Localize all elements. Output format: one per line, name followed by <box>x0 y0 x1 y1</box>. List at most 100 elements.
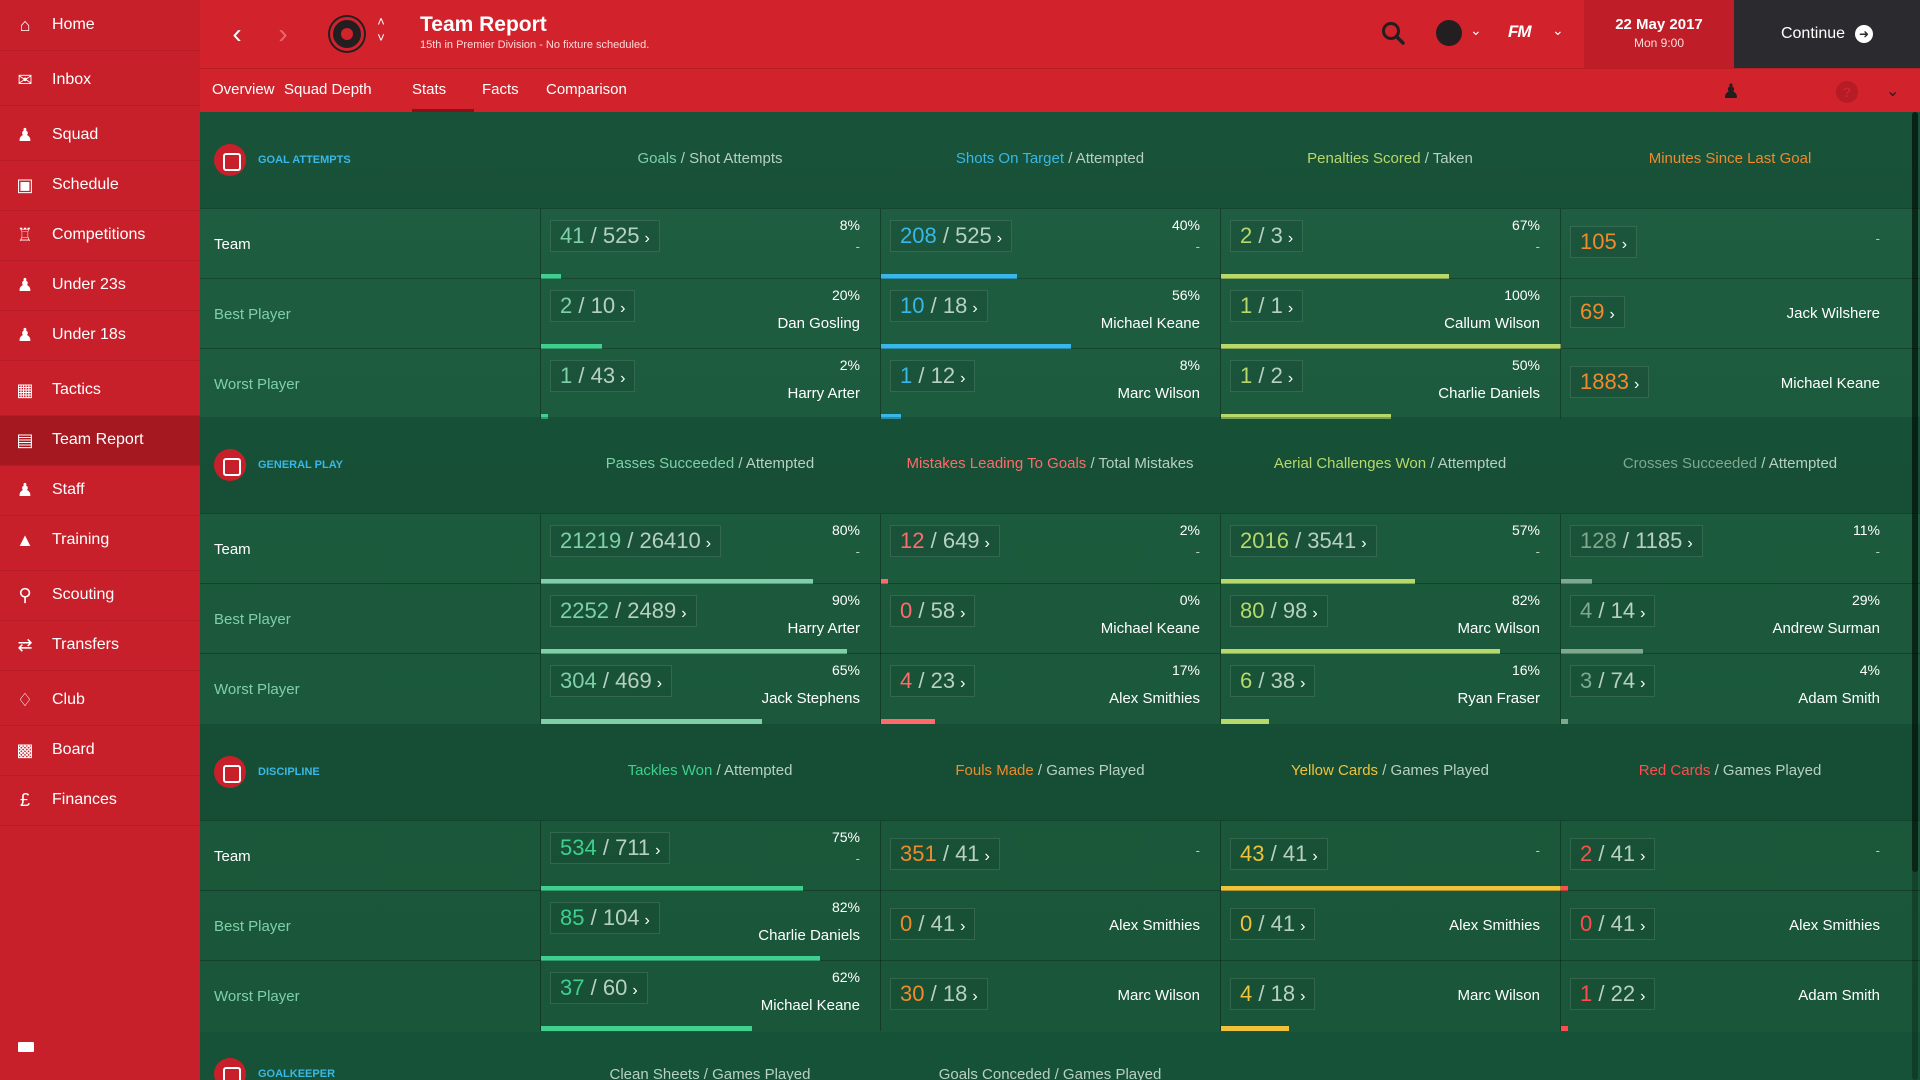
player-name[interactable]: Jack Stephens <box>761 690 860 707</box>
sidebar-item-scouting[interactable]: ⚲ Scouting <box>0 570 200 620</box>
stat-value-button[interactable]: 85 / 104 › <box>550 902 660 934</box>
sidebar-item-squad[interactable]: ♟ Squad <box>0 110 200 160</box>
tab-overview[interactable]: Overview <box>212 81 275 98</box>
sidebar-item-training[interactable]: ▲ Training <box>0 515 200 565</box>
continue-button[interactable]: Continue ➜ <box>1734 0 1920 68</box>
fm-menu-button[interactable]: FM <box>1508 22 1532 41</box>
sidebar-item-under-18s[interactable]: ♟ Under 18s <box>0 310 200 360</box>
date-display[interactable]: 22 May 2017 Mon 9:00 <box>1584 0 1734 68</box>
keyboard-icon[interactable] <box>18 1042 34 1052</box>
back-button[interactable]: ‹ <box>232 18 242 49</box>
sidebar-item-transfers[interactable]: ⇄ Transfers <box>0 620 200 670</box>
sidebar-item-finances[interactable]: £ Finances <box>0 775 200 825</box>
tab-comparison[interactable]: Comparison <box>546 81 627 98</box>
player-name[interactable]: Charlie Daniels <box>1438 385 1540 402</box>
stat-value-button[interactable]: 69 › <box>1570 296 1625 328</box>
stat-value-button[interactable]: 1 / 43 › <box>550 360 636 392</box>
column-title[interactable]: Mistakes Leading To Goals / Total Mistak… <box>880 455 1220 472</box>
stat-value-button[interactable]: 2 / 10 › <box>550 290 636 322</box>
stat-value-button[interactable]: 12 / 649 › <box>890 525 1000 557</box>
sidebar-item-club[interactable]: ♢ Club <box>0 675 200 725</box>
stat-value-button[interactable]: 0 / 41 › <box>1230 908 1316 940</box>
stat-value-button[interactable]: 2252 / 2489 › <box>550 595 697 627</box>
stat-value-button[interactable]: 208 / 525 › <box>890 220 1013 252</box>
stat-value-button[interactable]: 128 / 1185 › <box>1570 525 1703 557</box>
column-title[interactable]: Red Cards / Games Played <box>1560 762 1900 779</box>
stat-value-button[interactable]: 21219 / 26410 › <box>550 525 722 557</box>
player-name[interactable]: Jack Wilshere <box>1786 305 1880 322</box>
stat-value-button[interactable]: 351 / 41 › <box>890 838 1000 870</box>
column-title[interactable]: Passes Succeeded / Attempted <box>540 455 880 472</box>
sidebar-item-tactics[interactable]: ▦ Tactics <box>0 365 200 415</box>
player-name[interactable]: Michael Keane <box>1100 315 1200 332</box>
stat-value-button[interactable]: 30 / 18 › <box>890 978 988 1010</box>
stat-value-button[interactable]: 304 / 469 › <box>550 665 673 697</box>
stat-value-button[interactable]: 37 / 60 › <box>550 972 648 1004</box>
people-icon[interactable]: ♟ <box>1722 81 1740 103</box>
stat-value-button[interactable]: 2 / 3 › <box>1230 220 1304 252</box>
player-name[interactable]: Alex Smithies <box>1789 917 1880 934</box>
tab-squad-depth[interactable]: Squad Depth <box>284 81 372 98</box>
player-name[interactable]: Michael Keane <box>1780 375 1880 392</box>
help-icon[interactable]: ? <box>1836 81 1858 103</box>
stat-value-button[interactable]: 1883 › <box>1570 366 1650 398</box>
player-name[interactable]: Michael Keane <box>1100 620 1200 637</box>
player-name[interactable]: Ryan Fraser <box>1457 690 1540 707</box>
sidebar-item-home[interactable]: ⌂ Home <box>0 0 200 50</box>
stat-value-button[interactable]: 4 / 14 › <box>1570 595 1656 627</box>
stat-value-button[interactable]: 80 / 98 › <box>1230 595 1328 627</box>
stat-value-button[interactable]: 105 › <box>1570 226 1638 258</box>
forward-button[interactable]: › <box>278 18 288 49</box>
stat-value-button[interactable]: 4 / 18 › <box>1230 978 1316 1010</box>
sidebar-item-inbox[interactable]: ✉ Inbox <box>0 55 200 105</box>
player-name[interactable]: Alex Smithies <box>1449 917 1540 934</box>
stat-value-button[interactable]: 43 / 41 › <box>1230 838 1328 870</box>
player-name[interactable]: Callum Wilson <box>1444 315 1540 332</box>
stat-value-button[interactable]: 2016 / 3541 › <box>1230 525 1377 557</box>
stat-value-button[interactable]: 10 / 18 › <box>890 290 988 322</box>
stat-value-button[interactable]: 0 / 41 › <box>890 908 976 940</box>
player-name[interactable]: Adam Smith <box>1798 987 1880 1004</box>
stat-value-button[interactable]: 0 / 41 › <box>1570 908 1656 940</box>
column-title[interactable]: Penalties Scored / Taken <box>1220 150 1560 167</box>
column-title[interactable]: Shots On Target / Attempted <box>880 150 1220 167</box>
stat-value-button[interactable]: 1 / 1 › <box>1230 290 1304 322</box>
player-name[interactable]: Harry Arter <box>787 385 860 402</box>
stat-value-button[interactable]: 1 / 12 › <box>890 360 976 392</box>
tab-facts[interactable]: Facts <box>482 81 519 98</box>
stat-value-button[interactable]: 4 / 23 › <box>890 665 976 697</box>
player-name[interactable]: Marc Wilson <box>1117 987 1200 1004</box>
club-crest-icon[interactable] <box>330 17 364 51</box>
stat-value-button[interactable]: 2 / 41 › <box>1570 838 1656 870</box>
tab-stats[interactable]: Stats <box>412 81 447 98</box>
player-name[interactable]: Alex Smithies <box>1109 690 1200 707</box>
column-title[interactable]: Minutes Since Last Goal <box>1560 150 1900 167</box>
scrollbar-thumb[interactable] <box>1912 112 1918 872</box>
sidebar-item-team-report[interactable]: ▤ Team Report <box>0 415 200 465</box>
globe-icon[interactable] <box>1436 20 1462 46</box>
player-name[interactable]: Marc Wilson <box>1117 385 1200 402</box>
chevron-down-icon[interactable]: ⌄ <box>1552 22 1564 38</box>
player-name[interactable]: Harry Arter <box>787 620 860 637</box>
sidebar-item-board[interactable]: ▩ Board <box>0 725 200 775</box>
column-title[interactable]: Goals / Shot Attempts <box>540 150 880 167</box>
stat-value-button[interactable]: 0 / 58 › <box>890 595 976 627</box>
column-title[interactable]: Tackles Won / Attempted <box>540 762 880 779</box>
stat-value-button[interactable]: 3 / 74 › <box>1570 665 1656 697</box>
club-switch-arrows-icon[interactable]: ˄ ˅ <box>377 14 385 45</box>
sidebar-item-under-23s[interactable]: ♟ Under 23s <box>0 260 200 310</box>
sidebar-item-schedule[interactable]: ▣ Schedule <box>0 160 200 210</box>
player-name[interactable]: Adam Smith <box>1798 690 1880 707</box>
chevron-down-icon[interactable]: ⌄ <box>1886 83 1900 100</box>
scrollbar[interactable] <box>1912 112 1918 1080</box>
player-name[interactable]: Dan Gosling <box>777 315 860 332</box>
stat-value-button[interactable]: 1 / 22 › <box>1570 978 1656 1010</box>
column-title[interactable]: Yellow Cards / Games Played <box>1220 762 1560 779</box>
column-title[interactable]: Aerial Challenges Won / Attempted <box>1220 455 1560 472</box>
column-title[interactable]: Fouls Made / Games Played <box>880 762 1220 779</box>
chevron-down-icon[interactable]: ⌄ <box>1470 22 1482 38</box>
stat-value-button[interactable]: 6 / 38 › <box>1230 665 1316 697</box>
player-name[interactable]: Marc Wilson <box>1457 987 1540 1004</box>
search-icon[interactable] <box>1380 20 1406 46</box>
player-name[interactable]: Alex Smithies <box>1109 917 1200 934</box>
